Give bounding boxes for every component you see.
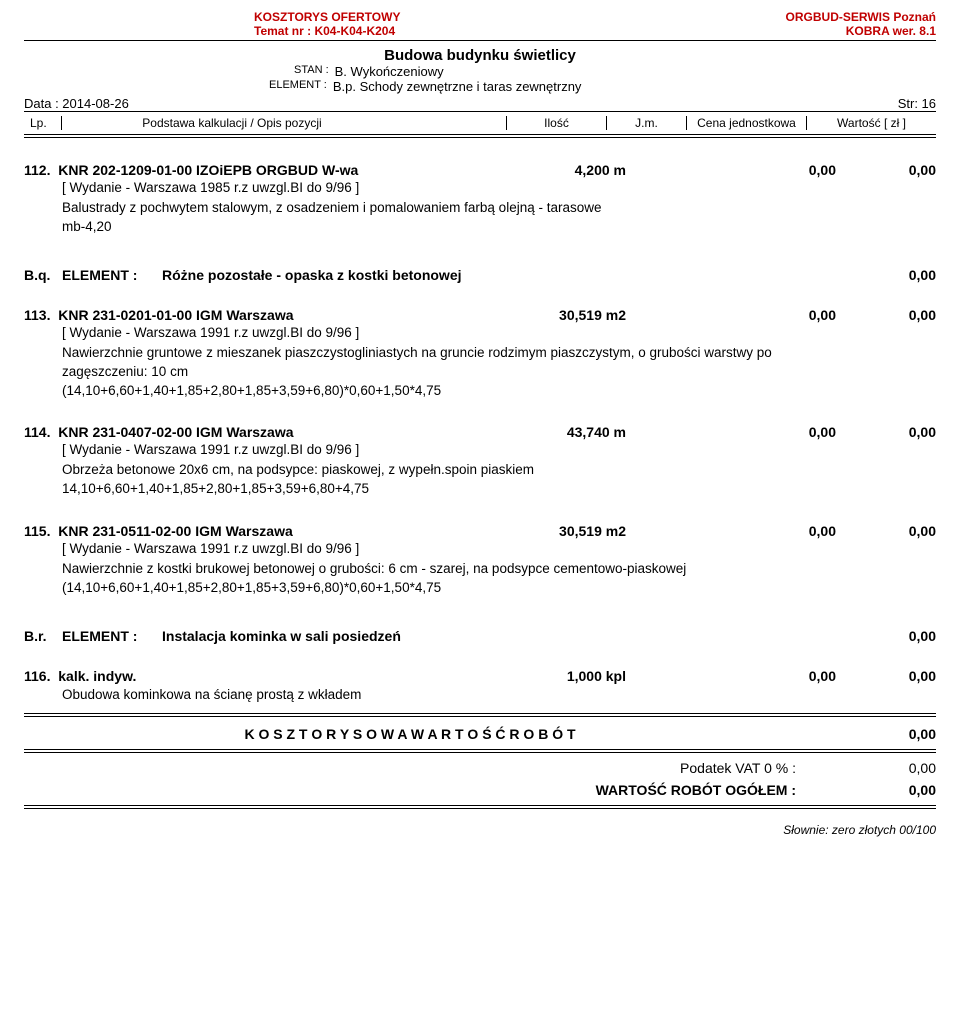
col-podstawa: Podstawa kalkulacji / Opis pozycji [62,116,402,130]
item-code: KNR 231-0511-02-00 IGM Warszawa [58,523,292,539]
stan-value: B. Wykończeniowy [335,64,444,79]
rule-under-header [24,137,936,138]
item-price: 0,00 [736,162,836,178]
item-desc: Obrzeża betonowe 20x6 cm, na podsypce: p… [62,461,802,499]
item-num: 116. [24,668,50,684]
total-ogolem-label: WARTOŚĆ ROBÓT OGÓŁEM : [24,782,836,798]
item-desc: Balustrady z pochwytem stalowym, z osadz… [62,199,802,237]
element-name: Instalacja kominka w sali posiedzeń [162,628,836,644]
header-right-2: KOBRA wer. 8.1 [846,24,936,38]
double-rule-1 [24,713,936,717]
item-unit: kpl [606,668,626,684]
document-title: Budowa budynku świetlicy [24,47,936,64]
column-header: Lp. Podstawa kalkulacji / Opis pozycji I… [24,111,936,135]
item-112: 112. KNR 202-1209-01-00 IZOiEPB ORGBUD W… [24,162,936,237]
item-edition: [ Wydanie - Warszawa 1991 r.z uwzgl.BI d… [62,442,936,457]
col-lp: Lp. [24,116,62,130]
item-value: 0,00 [836,668,936,684]
header-line-1: KOSZTORYS OFERTOWY ORGBUD-SERWIS Poznań [24,10,936,24]
item-num: 115. [24,523,50,539]
item-unit: m2 [606,523,626,539]
header-left-1: KOSZTORYS OFERTOWY [254,10,400,24]
stan-line: STAN : B. Wykończeniowy [294,64,936,79]
col-jm: J.m. [606,116,686,130]
item-num: 112. [24,162,50,178]
date-page-row: Data : 2014-08-26 Str: 16 [24,96,936,111]
item-code: KNR 231-0407-02-00 IGM Warszawa [58,424,293,440]
element-label: ELEMENT : [62,267,162,283]
element-label: ELEMENT : [269,79,327,94]
item-value: 0,00 [836,307,936,323]
element-value: 0,00 [836,267,936,283]
item-desc: Obudowa kominkowa na ścianę prostą z wkł… [62,686,802,705]
item-qty: 4,200 [575,162,610,178]
item-price: 0,00 [736,424,836,440]
item-114: 114. KNR 231-0407-02-00 IGM Warszawa 43,… [24,424,936,499]
col-ilosc: Ilość [506,116,606,130]
header-line-2: Temat nr : K04-K04-K204 KOBRA wer. 8.1 [24,24,936,38]
element-name: Różne pozostałe - opaska z kostki betono… [162,267,836,283]
item-unit: m2 [606,307,626,323]
item-price: 0,00 [736,523,836,539]
header-right-1: ORGBUD-SERWIS Poznań [786,10,936,24]
total-ogolem-value: 0,00 [836,782,936,798]
item-value: 0,00 [836,162,936,178]
total-kosztorysowa-value: 0,00 [836,726,936,742]
item-num: 113. [24,307,50,323]
item-value: 0,00 [836,523,936,539]
col-cena: Cena jednostkowa [686,116,806,130]
element-value: B.p. Schody zewnętrzne i taras zewnętrzn… [333,79,582,94]
double-rule-3 [24,805,936,809]
item-qty: 30,519 [559,523,602,539]
rule-top [24,40,936,41]
date: Data : 2014-08-26 [24,96,129,111]
item-113: 113. KNR 231-0201-01-00 IGM Warszawa 30,… [24,307,936,401]
element-value: 0,00 [836,628,936,644]
item-desc: Nawierzchnie z kostki brukowej betonowej… [62,560,802,598]
total-kosztorysowa-label: K O S Z T O R Y S O W A W A R T O Ś Ć R … [24,726,836,742]
double-rule-2 [24,749,936,753]
item-qty: 30,519 [559,307,602,323]
total-vat-label: Podatek VAT 0 % : [24,760,836,776]
item-code: KNR 231-0201-01-00 IGM Warszawa [58,307,293,323]
element-code: B.q. [24,267,62,283]
item-code: kalk. indyw. [58,668,136,684]
item-116: 116. kalk. indyw. 1,000 kpl 0,00 0,00 Ob… [24,668,936,705]
element-br: B.r. ELEMENT : Instalacja kominka w sali… [24,628,936,644]
element-code: B.r. [24,628,62,644]
item-edition: [ Wydanie - Warszawa 1991 r.z uwzgl.BI d… [62,541,936,556]
footer-words: Słownie: zero złotych 00/100 [24,823,936,837]
item-qty: 43,740 [567,424,610,440]
totals: K O S Z T O R Y S O W A W A R T O Ś Ć R … [24,723,936,809]
element-bq: B.q. ELEMENT : Różne pozostałe - opaska … [24,267,936,283]
item-num: 114. [24,424,50,440]
header-left-2: Temat nr : K04-K04-K204 [254,24,395,38]
item-code: KNR 202-1209-01-00 IZOiEPB ORGBUD W-wa [58,162,358,178]
col-wartosc: Wartość [ zł ] [806,116,936,130]
stan-label: STAN : [294,64,329,79]
item-unit: m [614,162,626,178]
item-price: 0,00 [736,307,836,323]
item-value: 0,00 [836,424,936,440]
item-edition: [ Wydanie - Warszawa 1991 r.z uwzgl.BI d… [62,325,936,340]
item-desc: Nawierzchnie gruntowe z mieszanek piaszc… [62,344,802,401]
item-115: 115. KNR 231-0511-02-00 IGM Warszawa 30,… [24,523,936,598]
item-edition: [ Wydanie - Warszawa 1985 r.z uwzgl.BI d… [62,180,936,195]
element-line: ELEMENT : B.p. Schody zewnętrzne i taras… [269,79,936,94]
page-number: Str: 16 [898,96,936,111]
item-qty: 1,000 [567,668,602,684]
item-unit: m [614,424,626,440]
item-price: 0,00 [736,668,836,684]
total-vat-value: 0,00 [836,760,936,776]
element-label: ELEMENT : [62,628,162,644]
